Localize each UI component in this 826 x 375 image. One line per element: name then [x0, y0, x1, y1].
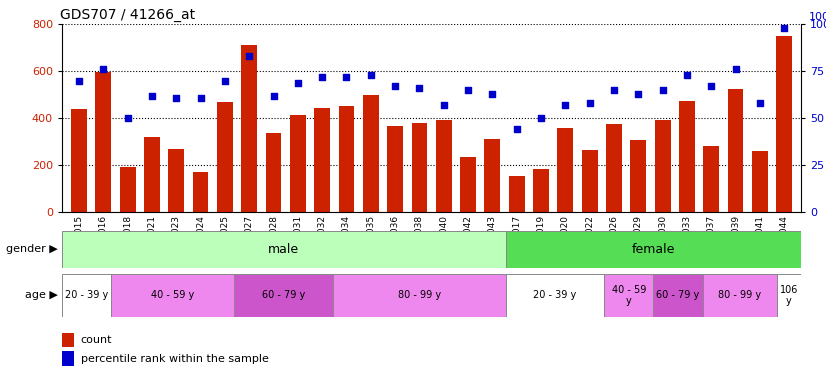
Bar	[217, 102, 233, 212]
Bar	[485, 139, 501, 212]
Bar	[62, 274, 112, 317]
Bar	[235, 274, 333, 317]
Bar	[333, 274, 506, 317]
Point	[73, 78, 86, 84]
Bar	[169, 148, 184, 212]
Text: count: count	[81, 335, 112, 345]
Point	[267, 93, 280, 99]
Bar	[604, 274, 653, 317]
Text: age ▶: age ▶	[25, 290, 58, 300]
Text: 40 - 59
y: 40 - 59 y	[611, 285, 646, 306]
Bar	[506, 274, 604, 317]
Bar	[752, 151, 768, 212]
Bar	[95, 72, 112, 212]
Point	[583, 100, 596, 106]
Bar	[62, 351, 74, 366]
Bar	[582, 150, 597, 212]
Point	[388, 83, 401, 89]
Text: 60 - 79 y: 60 - 79 y	[657, 290, 700, 300]
Bar	[62, 333, 74, 347]
Bar	[533, 168, 549, 212]
Point	[534, 115, 548, 121]
Bar	[363, 95, 378, 212]
Point	[121, 115, 134, 121]
Bar	[411, 123, 427, 212]
Text: 106
y: 106 y	[780, 285, 798, 306]
Point	[243, 53, 256, 59]
Point	[364, 72, 377, 78]
Point	[169, 94, 183, 100]
Text: GDS707 / 41266_at: GDS707 / 41266_at	[59, 8, 195, 22]
Point	[194, 94, 207, 100]
Point	[681, 72, 694, 78]
Point	[97, 66, 110, 72]
Bar	[679, 100, 695, 212]
Point	[339, 74, 353, 80]
Bar	[71, 109, 87, 212]
Bar	[653, 274, 703, 317]
Bar	[460, 157, 476, 212]
Bar	[704, 146, 719, 212]
Bar	[339, 106, 354, 212]
Text: male: male	[268, 243, 299, 256]
Bar	[703, 274, 776, 317]
Point	[437, 102, 450, 108]
Point	[316, 74, 329, 80]
Point	[607, 87, 620, 93]
Bar	[655, 120, 671, 212]
Text: 100°: 100°	[809, 12, 826, 22]
Bar	[776, 274, 801, 317]
Bar	[509, 176, 525, 212]
Bar	[144, 137, 159, 212]
Bar	[120, 167, 135, 212]
Bar	[241, 45, 257, 212]
Bar	[776, 36, 792, 212]
Point	[753, 100, 767, 106]
Text: 20 - 39 y: 20 - 39 y	[65, 290, 108, 300]
Bar	[630, 140, 646, 212]
Text: 80 - 99 y: 80 - 99 y	[397, 290, 441, 300]
Text: female: female	[632, 243, 675, 256]
Bar	[728, 89, 743, 212]
Point	[656, 87, 669, 93]
Bar	[314, 108, 330, 212]
Point	[462, 87, 475, 93]
Text: 20 - 39 y: 20 - 39 y	[533, 290, 577, 300]
Bar	[62, 231, 506, 268]
Text: 80 - 99 y: 80 - 99 y	[718, 290, 762, 300]
Point	[777, 25, 790, 31]
Bar	[290, 115, 306, 212]
Bar	[506, 231, 801, 268]
Bar	[266, 134, 282, 212]
Point	[705, 83, 718, 89]
Point	[145, 93, 159, 99]
Point	[632, 91, 645, 97]
Bar	[436, 120, 452, 212]
Bar	[192, 172, 208, 212]
Text: 40 - 59 y: 40 - 59 y	[151, 290, 194, 300]
Point	[218, 78, 231, 84]
Text: percentile rank within the sample: percentile rank within the sample	[81, 354, 268, 363]
Point	[292, 80, 305, 86]
Point	[729, 66, 743, 72]
Bar	[606, 124, 622, 212]
Bar	[387, 126, 403, 212]
Text: 60 - 79 y: 60 - 79 y	[262, 290, 306, 300]
Point	[486, 91, 499, 97]
Text: gender ▶: gender ▶	[6, 244, 58, 254]
Point	[413, 85, 426, 91]
Point	[558, 102, 572, 108]
Bar	[112, 274, 235, 317]
Bar	[558, 128, 573, 212]
Point	[510, 126, 524, 132]
